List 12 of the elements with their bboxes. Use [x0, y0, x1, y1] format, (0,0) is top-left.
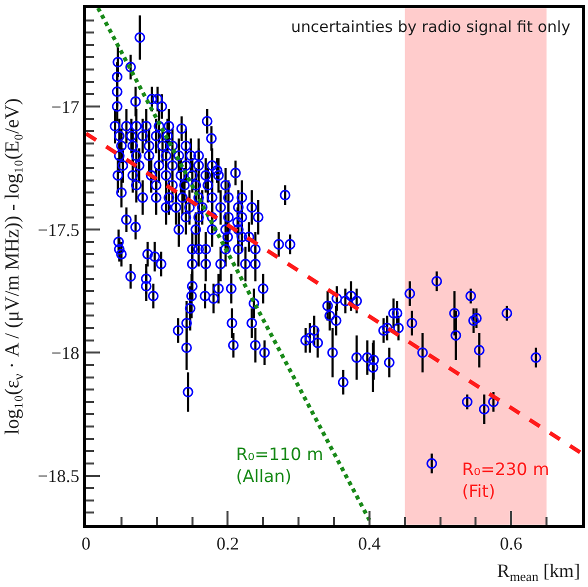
y-tick-label: −17: [51, 96, 80, 117]
x-tick-label: 0.2: [216, 534, 239, 554]
x-axis-title: R$_{mean}$ [km]: [497, 561, 580, 584]
series-label: R₀=230 m (Fit): [462, 460, 550, 502]
annotation: uncertainties by radio signal fit only: [291, 18, 570, 36]
y-tick-label: −18: [51, 342, 80, 363]
series-label: R₀=110 m (Allan): [236, 445, 324, 488]
y-tick-label: −17.5: [38, 220, 80, 240]
x-tick-label: 0.6: [500, 534, 522, 554]
x-tick-label: 0: [82, 534, 90, 554]
y-tick-label: −18.5: [38, 466, 80, 486]
x-tick-label: 0.4: [358, 534, 381, 554]
